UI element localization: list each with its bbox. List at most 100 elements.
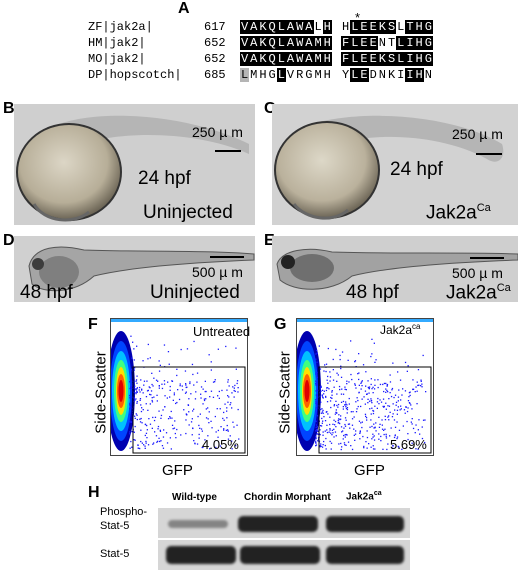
- event-dot: [327, 347, 329, 350]
- event-dot: [140, 404, 142, 406]
- event-dot: [146, 380, 148, 382]
- event-dot: [326, 379, 328, 381]
- event-dot: [235, 368, 237, 370]
- event-dot: [319, 446, 321, 448]
- event-dot: [382, 448, 384, 450]
- event-dot: [149, 357, 151, 359]
- event-dot: [322, 420, 324, 422]
- event-dot: [169, 417, 171, 419]
- event-dot: [222, 417, 224, 420]
- event-dot: [378, 433, 380, 435]
- event-dot: [372, 412, 375, 415]
- event-dot: [174, 432, 176, 435]
- event-dot: [151, 372, 153, 374]
- event-dot: [394, 434, 396, 436]
- event-dot: [392, 403, 394, 405]
- event-dot: [133, 397, 135, 400]
- event-dot: [354, 439, 356, 441]
- event-dot: [374, 427, 376, 429]
- residue: T: [405, 20, 415, 34]
- event-dot: [135, 380, 137, 382]
- event-dot: [370, 378, 372, 380]
- event-dot: [188, 398, 190, 400]
- event-dot: [179, 385, 181, 387]
- residue: I: [405, 36, 415, 50]
- event-dot: [324, 444, 326, 447]
- event-dot: [135, 389, 137, 391]
- event-dot: [348, 423, 351, 425]
- event-dot: [169, 416, 171, 418]
- event-dot: [130, 386, 132, 388]
- event-dot: [340, 415, 342, 417]
- event-dot: [367, 402, 369, 404]
- event-dot: [385, 433, 387, 435]
- event-dot: [370, 355, 372, 358]
- event-dot: [360, 388, 362, 390]
- event-dot: [140, 417, 142, 420]
- event-dot: [359, 432, 361, 434]
- event-dot: [315, 438, 317, 440]
- event-dot: [368, 386, 371, 388]
- residue: A: [285, 36, 296, 50]
- event-dot: [204, 390, 206, 393]
- event-dot: [316, 349, 318, 352]
- event-dot: [224, 403, 226, 405]
- event-dot: [157, 380, 159, 382]
- event-dot: [214, 415, 216, 418]
- event-dot: [396, 421, 398, 423]
- event-dot: [186, 386, 188, 388]
- event-dot: [329, 380, 331, 382]
- event-dot: [343, 442, 346, 444]
- event-dot: [394, 409, 396, 411]
- residue: N: [378, 68, 386, 82]
- event-dot: [130, 369, 132, 371]
- event-dot: [409, 402, 411, 405]
- event-dot: [331, 429, 334, 431]
- event-dot: [181, 385, 183, 387]
- event-dot: [205, 417, 208, 419]
- event-dot: [372, 436, 374, 438]
- event-dot: [129, 421, 131, 423]
- event-dot: [320, 386, 322, 388]
- event-dot: [323, 440, 325, 443]
- event-dot: [363, 445, 365, 448]
- event-dot: [136, 390, 138, 393]
- event-dot: [395, 401, 398, 403]
- event-dot: [165, 432, 168, 434]
- event-dot: [319, 388, 321, 390]
- event-dot: [170, 410, 172, 413]
- event-dot: [370, 400, 372, 402]
- event-dot: [387, 391, 389, 393]
- event-dot: [417, 448, 419, 450]
- embryo-c-condition: Jak2aCa: [426, 202, 491, 224]
- band-phospho-wildtype: [168, 520, 228, 528]
- event-dot: [192, 410, 194, 412]
- event-dot: [331, 434, 333, 436]
- event-dot: [354, 360, 357, 362]
- event-dot: [131, 357, 133, 359]
- event-dot: [338, 443, 340, 445]
- event-dot: [153, 419, 156, 422]
- event-dot: [359, 430, 361, 432]
- event-dot: [131, 385, 133, 387]
- event-dot: [158, 410, 160, 412]
- embryo-c-scale-bar: [476, 153, 502, 155]
- event-dot: [363, 396, 365, 398]
- event-dot: [421, 386, 423, 388]
- event-dot: [417, 429, 419, 431]
- event-dot: [135, 379, 138, 381]
- event-dot: [382, 398, 385, 400]
- event-dot: [194, 442, 196, 444]
- event-dot: [185, 391, 187, 393]
- event-dot: [210, 369, 212, 371]
- embryo-c-condition-name: Jak2a: [426, 202, 477, 224]
- alignment-row-number: 617: [204, 20, 226, 34]
- event-dot: [384, 415, 386, 417]
- event-dot: [322, 444, 324, 446]
- residue: V: [240, 36, 250, 50]
- event-dot: [226, 410, 228, 412]
- event-dot: [325, 437, 327, 440]
- event-dot: [368, 388, 370, 390]
- event-dot: [327, 375, 329, 378]
